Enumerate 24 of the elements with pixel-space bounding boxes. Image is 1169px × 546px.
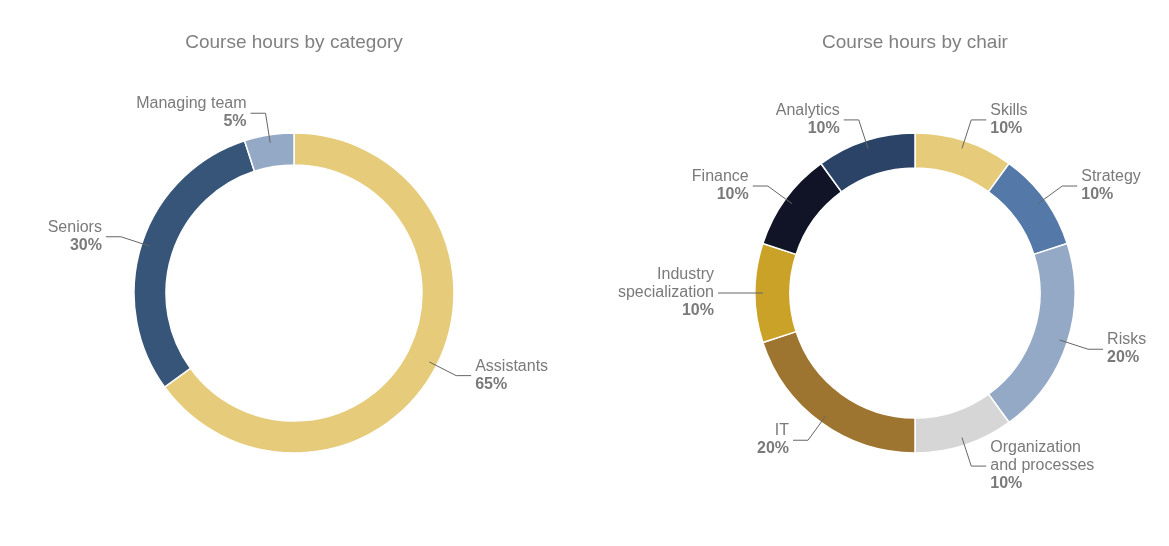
- data-label: 10%: [1081, 185, 1114, 203]
- data-label: 10%: [990, 474, 1023, 492]
- data-label: 30%: [69, 235, 102, 253]
- data-label: 20%: [1107, 348, 1140, 366]
- slice-label: Managing team: [136, 94, 247, 112]
- slice-label: Skills: [990, 100, 1028, 118]
- slice-label: Assistants: [475, 356, 549, 374]
- data-label: 10%: [681, 301, 714, 318]
- slice-label: IT: [774, 421, 790, 439]
- slice-label: Finance: [691, 167, 749, 185]
- slice-label: Strategy: [1081, 167, 1141, 185]
- data-label: 10%: [990, 118, 1023, 136]
- data-label: 65%: [475, 374, 508, 392]
- data-label: 20%: [756, 439, 790, 457]
- slice-label: Industry specialization: [617, 265, 714, 300]
- chart-title: Course hours by category: [185, 31, 404, 52]
- data-label: 10%: [807, 118, 840, 136]
- slice-label: Seniors: [47, 217, 102, 235]
- slice-label: Organization and processes: [990, 438, 1095, 474]
- data-label: 10%: [716, 185, 749, 203]
- chart-title: Course hours by chair: [822, 31, 1009, 52]
- slice-label: Analytics: [775, 100, 840, 118]
- data-label: 5%: [223, 112, 247, 130]
- slice-label: Risks: [1107, 330, 1147, 348]
